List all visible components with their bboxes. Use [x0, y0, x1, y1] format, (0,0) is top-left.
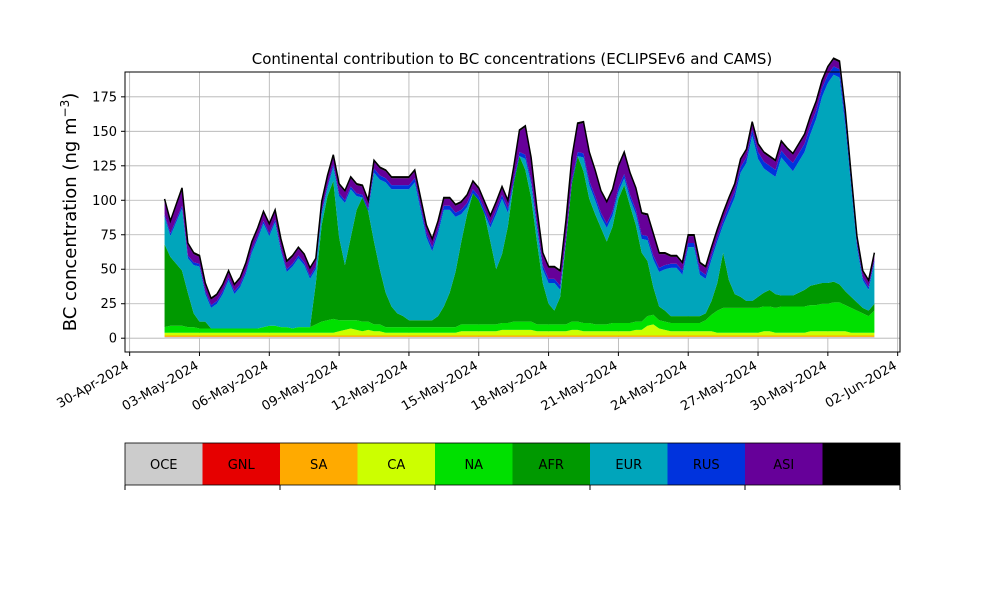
legend-label: AFR [539, 458, 564, 473]
y-tick-label: 175 [92, 90, 117, 105]
legend-label: ASI [773, 458, 794, 473]
x-tick-label: 24-May-2024 [609, 358, 691, 414]
x-tick-label: 18-May-2024 [469, 358, 551, 414]
legend-label: RUS [693, 458, 720, 473]
total-outline [163, 57, 876, 300]
legend-swatch-gnl [202, 443, 280, 485]
y-axis: 0 25 50 75 100 125 150 175 [92, 90, 125, 347]
x-tick-label: 02-Jun-2024 [823, 358, 900, 411]
legend-label: CA [387, 458, 405, 473]
x-tick-label: 06-May-2024 [190, 358, 272, 414]
area-afr [164, 156, 875, 329]
legend-label: NA [464, 458, 483, 473]
legend-label: SA [310, 458, 327, 473]
x-axis: 30-Apr-202403-May-202406-May-202409-May-… [55, 352, 900, 414]
y-tick-label: 50 [100, 263, 117, 278]
legend-label: AUS [848, 458, 875, 473]
legend-label: GNL [228, 458, 256, 473]
y-axis-label: BC concentration (ng m−3) [58, 93, 81, 332]
x-tick-label: 03-May-2024 [120, 358, 202, 414]
x-tick-label: 27-May-2024 [678, 358, 760, 414]
y-tick-label: 125 [92, 159, 117, 174]
legend-swatch-ca [357, 443, 435, 485]
legend-frame [124, 442, 901, 486]
area-na [164, 302, 875, 333]
legend-swatch-asi [745, 443, 823, 485]
area-eur [164, 74, 875, 329]
legend-label: EUR [615, 458, 642, 473]
legend-swatch-eur [590, 443, 668, 485]
area-sa [164, 335, 875, 337]
legend-swatch-na [435, 443, 513, 485]
stacked-areas [163, 57, 876, 339]
y-tick-label: 150 [92, 125, 117, 140]
x-tick-label: 30-May-2024 [748, 358, 830, 414]
legend-swatch-rus [667, 443, 745, 485]
legend-colorbar: OCE GNL SA CA NA AFR EUR RUS ASI AUS [124, 442, 901, 490]
y-tick-label: 25 [100, 297, 117, 312]
legend-swatch-sa [280, 443, 358, 485]
legend-swatch-afr [512, 443, 590, 485]
x-tick-label: 12-May-2024 [329, 358, 411, 414]
x-tick-label: 21-May-2024 [539, 358, 621, 414]
legend-swatch-oce [125, 443, 203, 485]
plot-frame [124, 71, 901, 353]
y-tick-label: 75 [100, 228, 117, 243]
legend-label: OCE [150, 458, 178, 473]
area-oce [164, 336, 875, 339]
chart-title: Continental contribution to BC concentra… [252, 50, 773, 68]
x-tick-label: 15-May-2024 [399, 358, 481, 414]
x-tick-label: 09-May-2024 [259, 358, 341, 414]
y-tick-label: 0 [109, 332, 117, 347]
y-tick-label: 100 [92, 194, 117, 209]
legend-swatch-aus [822, 443, 900, 485]
